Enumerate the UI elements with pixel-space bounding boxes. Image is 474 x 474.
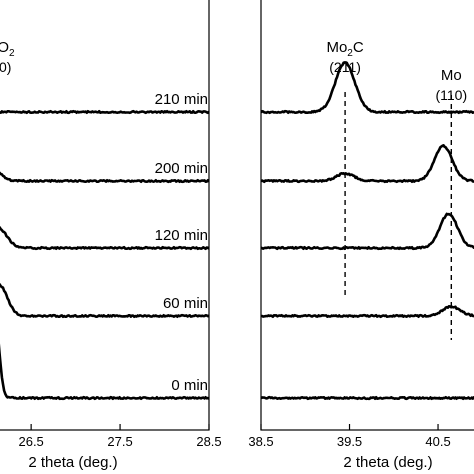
x-tick-label: 27.5 bbox=[107, 434, 132, 449]
peak-phase-label: Mo bbox=[441, 67, 462, 84]
time-label: 120 min bbox=[155, 227, 208, 244]
x-axis-label: 2 theta (deg.) bbox=[343, 454, 432, 471]
x-tick-label: 39.5 bbox=[337, 434, 362, 449]
plot-frame bbox=[0, 0, 210, 431]
time-label: 200 min bbox=[155, 160, 208, 177]
xrd-pattern-line bbox=[261, 61, 474, 115]
peak-hkl-label: (211) bbox=[329, 59, 361, 75]
xrd-pattern-line bbox=[0, 343, 209, 401]
time-label: 60 min bbox=[163, 295, 208, 312]
x-tick-label: 40.5 bbox=[425, 434, 450, 449]
x-axis-label: 2 theta (deg.) bbox=[28, 454, 117, 471]
xrd-pattern-line bbox=[0, 171, 209, 184]
xrd-pattern-line bbox=[0, 109, 209, 115]
right-panel: 38.5 39.5 40.5 2 theta (deg.) Mo2C(211) Mo (11… bbox=[248, 0, 474, 471]
x-tick-label: 26.5 bbox=[18, 434, 43, 449]
time-label: 210 min bbox=[155, 91, 208, 108]
peak-hkl-label: (110) bbox=[435, 87, 467, 103]
xrd-pattern-line bbox=[261, 212, 474, 251]
time-label: 0 min bbox=[171, 377, 208, 394]
x-tick-label: 28.5 bbox=[196, 434, 221, 449]
plot-frame bbox=[260, 0, 474, 431]
xrd-pattern-line bbox=[0, 226, 209, 251]
xrd-pattern-line bbox=[261, 305, 474, 319]
xrd-pattern-line bbox=[261, 144, 474, 184]
peak-hkl-label: (110) bbox=[0, 59, 11, 75]
left-panel: 26.5 27.5 28.5 2 theta (deg.) MoO2(110) 210 m… bbox=[0, 0, 222, 471]
peak-phase-label: Mo2C bbox=[326, 39, 363, 59]
xrd-pattern-line bbox=[0, 283, 209, 319]
peak-phase-label: MoO2 bbox=[0, 39, 15, 59]
xrd-pattern-line bbox=[261, 395, 474, 401]
x-tick-label: 38.5 bbox=[248, 434, 273, 449]
